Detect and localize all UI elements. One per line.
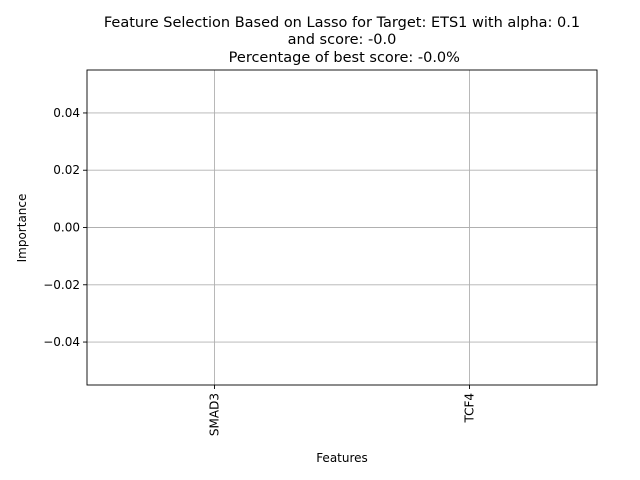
- y-axis-label: Importance: [15, 194, 29, 263]
- y-tick-label: −0.02: [43, 278, 80, 292]
- x-axis-label: Features: [316, 451, 368, 465]
- y-tick-label: 0.02: [53, 163, 80, 177]
- y-tick-label: 0.00: [53, 221, 80, 235]
- chart-title: Feature Selection Based on Lasso for Tar…: [104, 15, 580, 66]
- ticks-layer: −0.04 −0.02 0.00 0.02 0.04 SMAD3 TCF4: [43, 106, 476, 436]
- y-tick-label: −0.04: [43, 335, 80, 349]
- x-tick-label: SMAD3: [208, 393, 222, 436]
- chart-title-line-3: Percentage of best score: -0.0%: [224, 50, 460, 66]
- y-tick-label: 0.04: [53, 106, 80, 120]
- chart-title-line-1: Feature Selection Based on Lasso for Tar…: [104, 15, 580, 31]
- x-tick-label: TCF4: [463, 393, 477, 424]
- grid-layer: [87, 70, 597, 385]
- chart-title-line-2: and score: -0.0: [288, 32, 397, 48]
